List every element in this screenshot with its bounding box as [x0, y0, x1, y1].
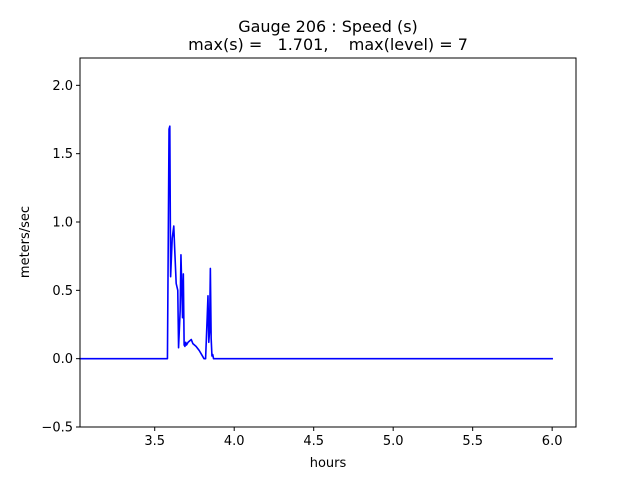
series-line-0 [79, 125, 553, 360]
chart-title: Gauge 206 : Speed (s) [238, 17, 418, 36]
x-tick-label: 3.5 [144, 434, 165, 449]
x-tick-label: 6.0 [542, 434, 563, 449]
x-tick-label: 4.0 [224, 434, 245, 449]
plot-frame [79, 57, 577, 428]
y-tick-label: 0.0 [52, 352, 73, 367]
x-tick-label: 5.5 [462, 434, 483, 449]
series-layer [79, 125, 553, 360]
y-tick-label: 1.5 [52, 147, 73, 162]
y-tick-label: 2.0 [52, 79, 73, 94]
x-tick-label: 5.0 [383, 434, 404, 449]
x-axis-label: hours [310, 456, 347, 471]
y-axis-label: meters/sec [18, 206, 33, 278]
y-axis-ticks: −0.5 0.0 0.5 1.0 1.5 2.0 [41, 79, 80, 436]
y-tick-label: −0.5 [41, 421, 73, 436]
x-axis-ticks: 3.5 4.0 4.5 5.0 5.5 6.0 [144, 427, 562, 449]
y-tick-label: 1.0 [52, 216, 73, 231]
y-tick-label: 0.5 [52, 284, 73, 299]
chart-subtitle: max(s) = 1.701, max(level) = 7 [188, 35, 468, 54]
x-tick-label: 4.5 [303, 434, 324, 449]
